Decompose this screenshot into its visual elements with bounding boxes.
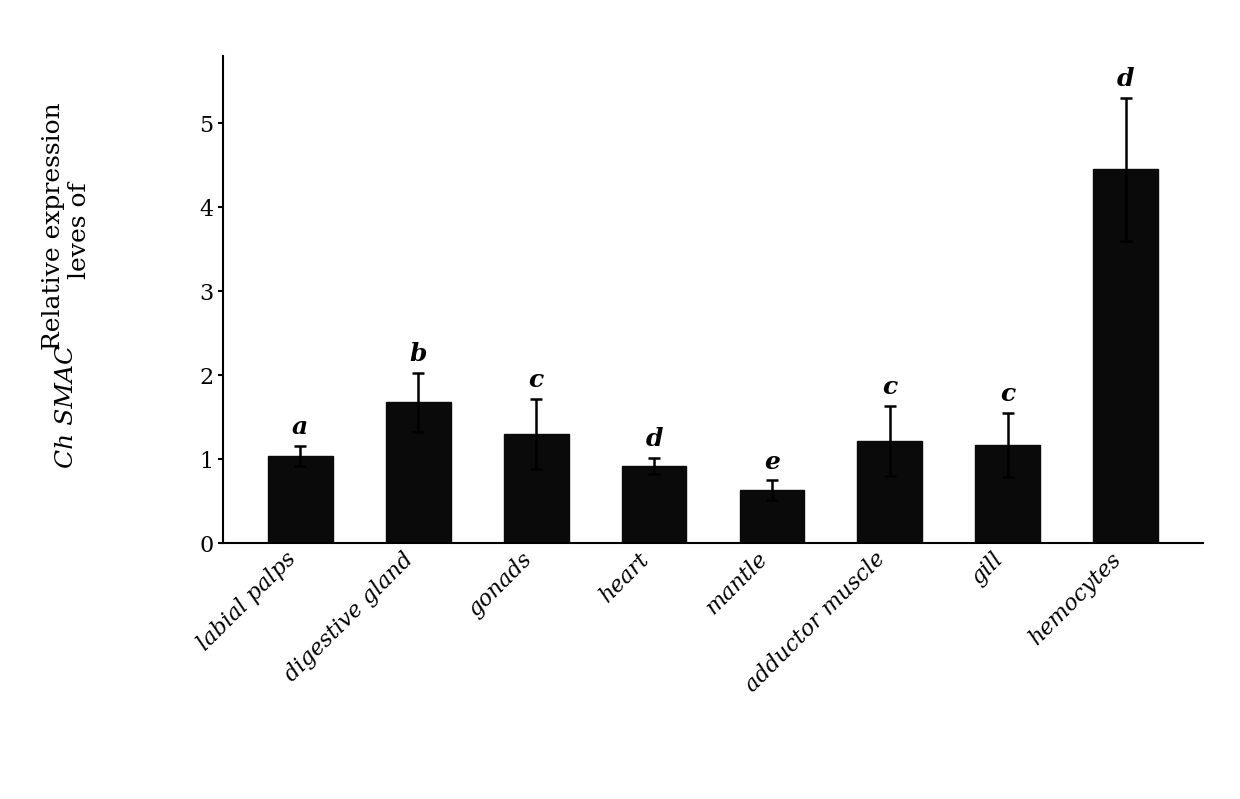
- Text: Relative expression
leves of: Relative expression leves of: [42, 102, 92, 351]
- Text: c: c: [883, 375, 898, 399]
- Bar: [386, 402, 450, 543]
- Bar: [858, 441, 923, 543]
- Text: d: d: [1117, 67, 1135, 91]
- Bar: [976, 445, 1040, 543]
- Text: d: d: [645, 427, 662, 451]
- Bar: [621, 466, 687, 543]
- Bar: [268, 456, 332, 543]
- Text: b: b: [409, 342, 427, 366]
- Text: e: e: [764, 450, 780, 474]
- Text: c: c: [528, 368, 543, 392]
- Text: c: c: [1001, 383, 1016, 407]
- Bar: [1094, 169, 1158, 543]
- Bar: [739, 491, 805, 543]
- Text: Ch SMAC: Ch SMAC: [55, 345, 78, 468]
- Text: a: a: [293, 415, 309, 439]
- Bar: [503, 434, 568, 543]
